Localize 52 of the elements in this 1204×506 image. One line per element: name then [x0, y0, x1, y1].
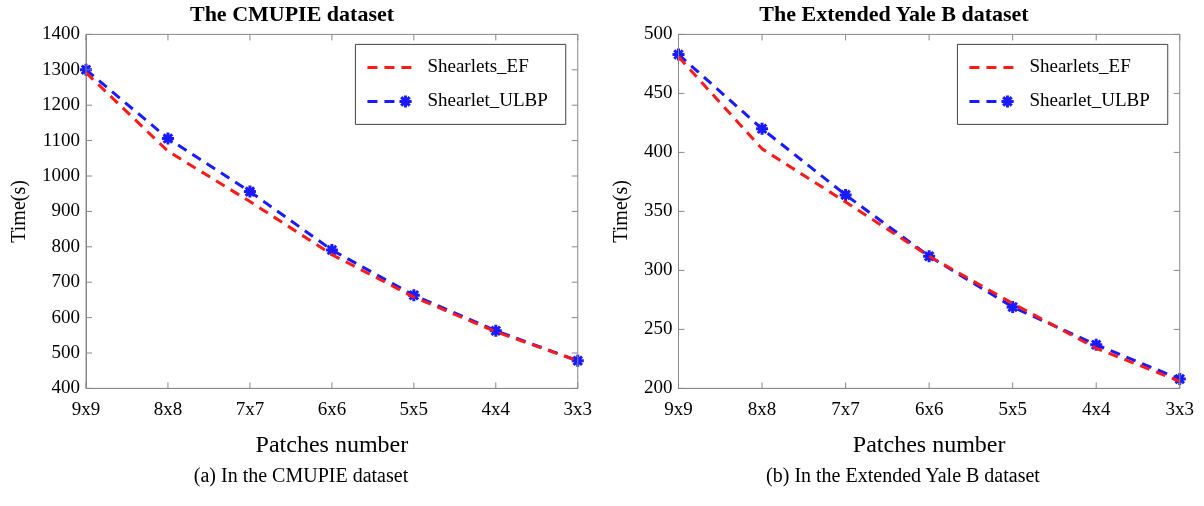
y-tick-label: 500	[644, 22, 673, 44]
y-tick-label: 350	[644, 199, 673, 221]
x-tick-label: 8x8	[153, 397, 183, 419]
legend-label: Shearlet_ULBP	[1029, 89, 1150, 111]
y-axis-title: Time(s)	[7, 180, 31, 243]
point	[671, 46, 686, 62]
x-tick-label: 5x5	[399, 397, 429, 419]
y-tick-label: 1300	[42, 57, 80, 79]
y-tick-label: 400	[644, 140, 673, 162]
point	[160, 130, 176, 146]
y-tick-label: 450	[644, 81, 673, 103]
x-tick-label: 3x3	[1165, 397, 1194, 419]
text: (a) In the CMUPIE dataset	[192, 464, 410, 487]
x-tick-label: 9x9	[664, 397, 693, 419]
point	[754, 121, 770, 137]
y-tick-label: 900	[51, 199, 80, 221]
x-tick-label: 5x5	[998, 397, 1027, 419]
y-axis-title: Time(s)	[609, 180, 633, 243]
x-tick-label: 7x7	[235, 397, 265, 419]
x-axis-title: Patches number	[255, 430, 409, 457]
y-tick-label: 250	[644, 317, 673, 339]
y-tick-label: 800	[51, 234, 80, 256]
chart-title: The CMUPIE dataset	[189, 0, 395, 26]
text: (b) In the Extended Yale B dataset	[765, 464, 1041, 487]
y-tick-label: 500	[51, 340, 80, 362]
x-tick-label: 8x8	[747, 397, 777, 419]
y-tick-label: 1200	[42, 93, 80, 115]
legend-label: Shearlet_ULBP	[427, 89, 548, 111]
y-tick-label: 200	[644, 376, 673, 398]
x-axis-title: Patches number	[852, 430, 1006, 457]
x-tick-label: 6x6	[914, 397, 944, 419]
y-tick-label: 1400	[42, 22, 80, 44]
x-tick-label: 3x3	[563, 397, 592, 419]
y-tick-label: 600	[51, 305, 80, 327]
y-tick-label: 700	[51, 270, 80, 292]
point	[570, 353, 586, 369]
chart-title: The Extended Yale B dataset	[759, 0, 1030, 26]
y-tick-label: 300	[644, 258, 673, 280]
point	[242, 184, 258, 200]
x-tick-label: 7x7	[831, 397, 860, 419]
legend-label: Shearlets_EF	[427, 55, 529, 77]
y-tick-label: 1100	[42, 128, 80, 150]
x-tick-label: 4x4	[481, 397, 511, 419]
point	[324, 242, 340, 258]
x-tick-label: 4x4	[1081, 397, 1111, 419]
y-tick-label: 1000	[42, 163, 80, 185]
x-tick-label: 6x6	[317, 397, 347, 419]
point	[838, 187, 854, 203]
y-tick-label: 400	[51, 376, 80, 398]
point	[1005, 299, 1021, 315]
legend-label: Shearlets_EF	[1029, 55, 1131, 77]
x-tick-label: 9x9	[71, 397, 101, 419]
